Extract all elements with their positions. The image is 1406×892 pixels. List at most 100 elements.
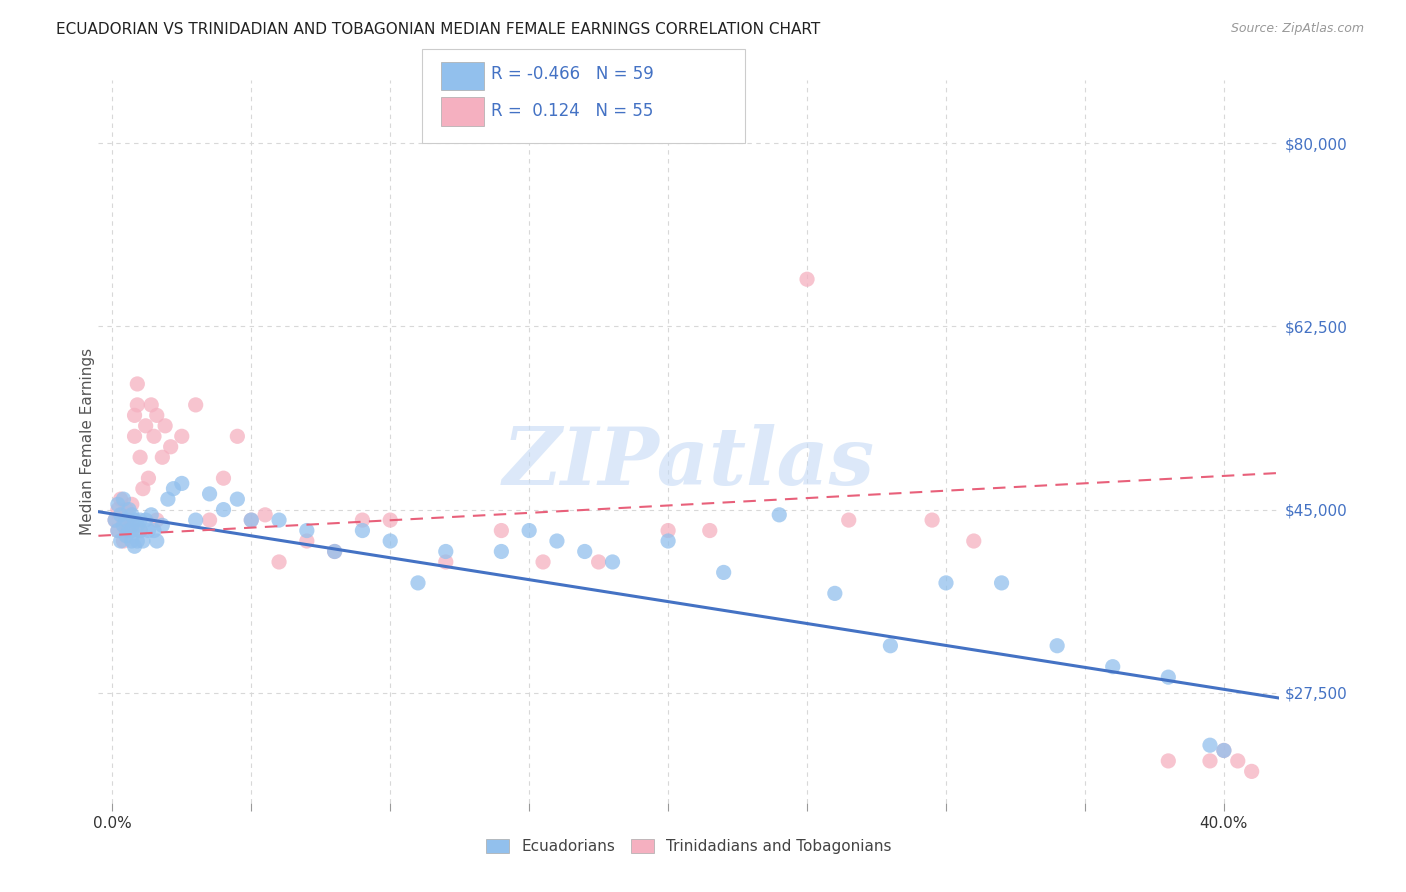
Text: R = -0.466   N = 59: R = -0.466 N = 59	[491, 65, 654, 83]
Point	[713, 566, 735, 580]
Point	[517, 524, 540, 538]
Point	[150, 450, 173, 465]
Point	[124, 409, 146, 423]
Point	[115, 524, 138, 538]
Point	[118, 502, 141, 516]
Point	[267, 513, 290, 527]
Point	[267, 555, 290, 569]
Point	[146, 534, 169, 549]
Point	[110, 534, 132, 549]
Point	[546, 534, 568, 549]
Point	[824, 586, 846, 600]
Point	[124, 513, 146, 527]
Point	[796, 272, 818, 286]
Point	[657, 534, 679, 549]
Point	[434, 555, 457, 569]
Point	[240, 513, 263, 527]
Point	[963, 534, 986, 549]
Point	[112, 518, 135, 533]
Point	[380, 534, 402, 549]
Point	[162, 482, 184, 496]
Point	[115, 513, 138, 527]
Point	[121, 524, 143, 538]
Point	[138, 524, 160, 538]
Point	[129, 513, 152, 527]
Point	[150, 518, 173, 533]
Point	[121, 508, 143, 522]
Point	[110, 508, 132, 522]
Point	[838, 513, 860, 527]
Point	[129, 524, 152, 538]
Point	[107, 502, 129, 516]
Point	[1226, 754, 1249, 768]
Text: ZIPatlas: ZIPatlas	[503, 425, 875, 502]
Point	[491, 524, 513, 538]
Point	[1046, 639, 1069, 653]
Point	[879, 639, 901, 653]
Point	[107, 524, 129, 538]
Text: ECUADORIAN VS TRINIDADIAN AND TOBAGONIAN MEDIAN FEMALE EARNINGS CORRELATION CHAR: ECUADORIAN VS TRINIDADIAN AND TOBAGONIAN…	[56, 22, 821, 37]
Point	[212, 502, 235, 516]
Point	[132, 534, 155, 549]
Point	[434, 544, 457, 558]
Point	[141, 508, 163, 522]
Point	[198, 513, 221, 527]
Point	[491, 544, 513, 558]
Point	[921, 513, 943, 527]
Point	[184, 398, 207, 412]
Point	[118, 524, 141, 538]
Point	[170, 429, 193, 443]
Point	[124, 429, 146, 443]
Point	[531, 555, 554, 569]
Point	[1101, 659, 1123, 673]
Point	[1240, 764, 1263, 779]
Point	[295, 534, 318, 549]
Point	[1212, 743, 1234, 757]
Point	[107, 497, 129, 511]
Point	[254, 508, 277, 522]
Point	[159, 440, 181, 454]
Point	[212, 471, 235, 485]
Point	[110, 492, 132, 507]
Point	[588, 555, 610, 569]
Point	[138, 471, 160, 485]
Point	[240, 513, 263, 527]
Point	[112, 534, 135, 549]
Legend: Ecuadorians, Trinidadians and Tobagonians: Ecuadorians, Trinidadians and Tobagonian…	[481, 832, 897, 860]
Point	[118, 513, 141, 527]
Point	[406, 575, 429, 590]
Point	[127, 534, 149, 549]
Point	[1199, 738, 1222, 752]
Point	[990, 575, 1012, 590]
Point	[112, 492, 135, 507]
Point	[127, 376, 149, 391]
Point	[121, 534, 143, 549]
Point	[115, 529, 138, 543]
Point	[156, 492, 179, 507]
Point	[1157, 754, 1180, 768]
Point	[127, 398, 149, 412]
Point	[170, 476, 193, 491]
Point	[184, 513, 207, 527]
Point	[127, 518, 149, 533]
Point	[121, 518, 143, 533]
Point	[141, 398, 163, 412]
Point	[129, 524, 152, 538]
Point	[104, 513, 127, 527]
Point	[574, 544, 596, 558]
Point	[146, 409, 169, 423]
Point	[323, 544, 346, 558]
Point	[112, 518, 135, 533]
Point	[380, 513, 402, 527]
Point	[104, 513, 127, 527]
Point	[226, 429, 249, 443]
Point	[135, 418, 157, 433]
Point	[1212, 743, 1234, 757]
Point	[198, 487, 221, 501]
Point	[295, 524, 318, 538]
Point	[143, 429, 166, 443]
Point	[115, 502, 138, 516]
Point	[935, 575, 957, 590]
Point	[129, 450, 152, 465]
Point	[121, 497, 143, 511]
